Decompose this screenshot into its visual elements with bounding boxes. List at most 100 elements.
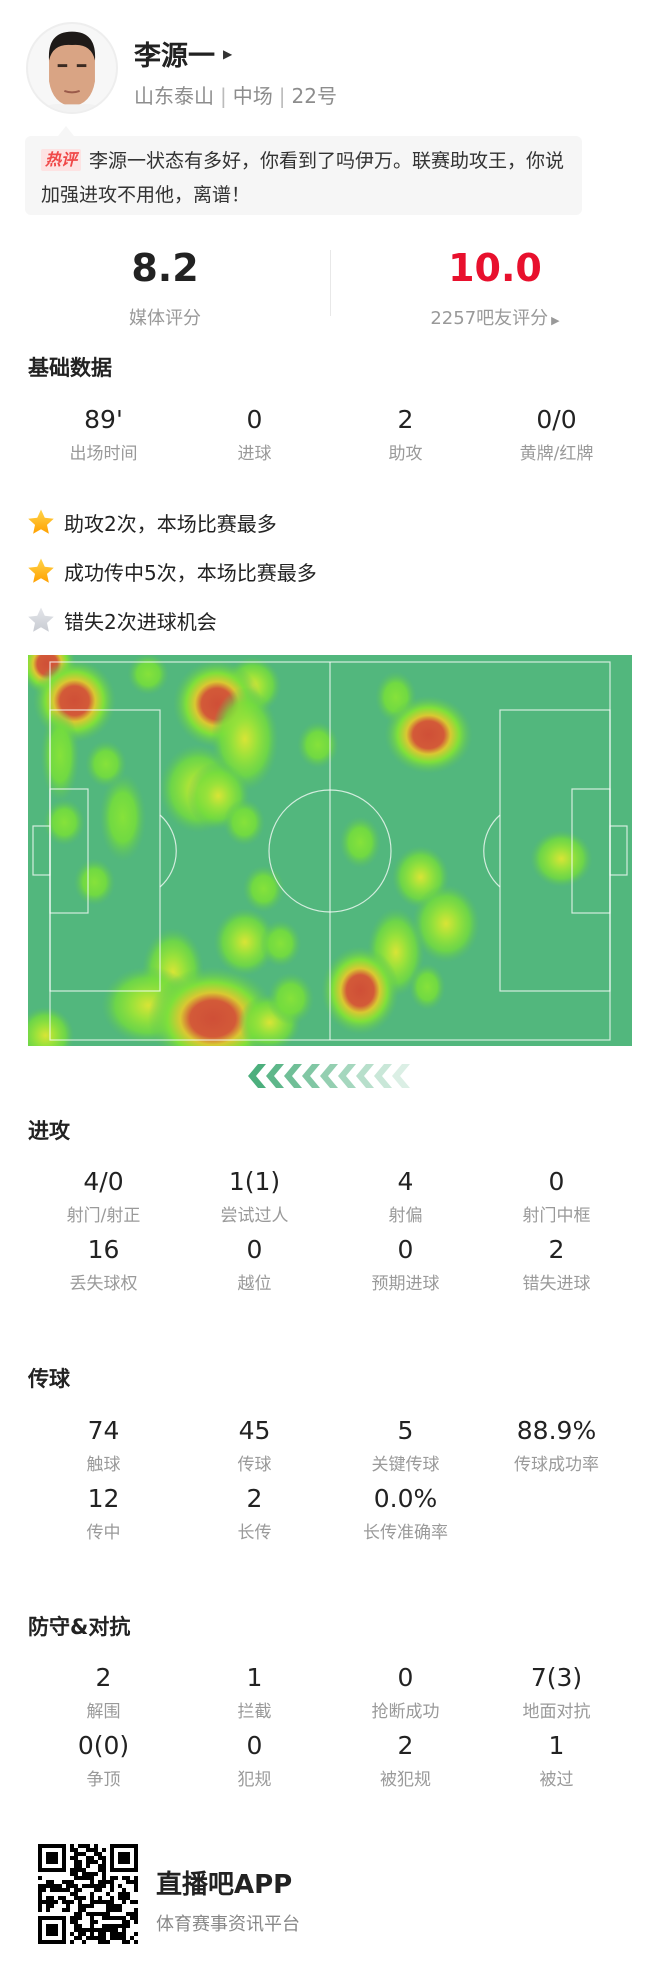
section-title-basic: 基础数据 — [28, 356, 112, 380]
heat-spot — [321, 946, 400, 1035]
grey-star-icon — [28, 607, 54, 632]
stat-cell: 0 抢断成功 — [330, 1663, 481, 1731]
qr-code-icon[interactable] — [38, 1844, 138, 1944]
player-info: 山东泰山 | 中场 | 22号 — [134, 84, 337, 108]
stat-cell: 1(1) 尝试过人 — [179, 1167, 330, 1235]
stat-label: 黄牌/红牌 — [519, 444, 594, 464]
chevron-left-icon — [302, 1064, 320, 1088]
stat-label: 预期进球 — [371, 1274, 440, 1294]
heat-spot — [43, 798, 86, 846]
stat-label: 尝试过人 — [220, 1206, 289, 1226]
chevron-left-icon — [356, 1064, 374, 1088]
fan-rating-label: 2257吧友评分 — [430, 308, 549, 329]
player-name: 李源一 — [134, 41, 215, 72]
heat-spot — [339, 816, 382, 869]
chevron-left-icon — [266, 1064, 284, 1088]
stat-label: 出场时间 — [69, 444, 138, 464]
stat-value: 1 — [246, 1663, 263, 1692]
hot-comment-text: 李源一状态有多好，你看到了吗伊万。联赛助攻王，你说加强进攻不用他，离谱！ — [41, 150, 565, 206]
gold-star-icon — [28, 509, 54, 534]
stat-label: 射偏 — [388, 1206, 423, 1226]
highlight-text: 助攻2次，本场比赛最多 — [64, 511, 277, 536]
stat-value: 1 — [548, 1731, 565, 1760]
heat-spot — [530, 830, 593, 888]
stat-cell: 4 射偏 — [330, 1167, 481, 1235]
stat-label: 射门中框 — [522, 1206, 591, 1226]
stat-value: 0 — [246, 1731, 263, 1760]
stat-label: 争顶 — [86, 1770, 121, 1790]
chevron-left-icon — [338, 1064, 356, 1088]
stat-cell: 1 被过 — [481, 1731, 632, 1799]
stat-label: 犯规 — [237, 1770, 272, 1790]
stat-value: 4/0 — [83, 1167, 124, 1196]
stat-cell: 12 传中 — [28, 1484, 179, 1552]
stat-value: 0 — [246, 1235, 263, 1264]
passing-stats-grid: 74 触球 45 传球 5 关键传球 88.9% 传球成功率 12 传中 2 长传 0.0% 长传准确率 — [28, 1416, 632, 1552]
stat-value: 2 — [246, 1484, 263, 1513]
left-goal — [32, 825, 51, 876]
heat-spot — [412, 884, 480, 963]
stat-cell: 0(0) 争顶 — [28, 1731, 179, 1799]
stat-label: 抢断成功 — [371, 1702, 440, 1722]
highlight-item: 成功传中5次，本场比赛最多 — [26, 556, 317, 586]
heat-spot — [73, 858, 116, 906]
heat-spot — [223, 798, 266, 846]
stat-cell: 1 拦截 — [179, 1663, 330, 1731]
stat-value: 0.0% — [373, 1484, 438, 1513]
heat-spot — [242, 865, 285, 913]
left-penalty-arc — [159, 814, 177, 888]
caret-right-icon: ▶ — [223, 46, 233, 61]
pitch-lines — [32, 661, 628, 1041]
highlight-text: 成功传中5次，本场比赛最多 — [64, 560, 317, 585]
stat-value: 0 — [548, 1167, 565, 1196]
stat-label: 关键传球 — [371, 1455, 440, 1475]
stat-value: 2 — [397, 1731, 414, 1760]
player-position: 中场 — [232, 84, 273, 108]
heat-spot — [127, 655, 169, 695]
player-name-link[interactable]: 李源一 ▶ — [134, 34, 232, 73]
app-name: 直播吧APP — [156, 1870, 293, 1900]
stat-label: 传球 — [237, 1455, 272, 1475]
fan-rating-value: 10.0 — [448, 246, 542, 290]
stat-value: 0 — [246, 405, 263, 434]
media-rating: 8.2 媒体评分 — [0, 246, 330, 330]
stat-value: 2 — [548, 1235, 565, 1264]
stat-cell: 0 犯规 — [179, 1731, 330, 1799]
player-avatar[interactable] — [26, 22, 118, 114]
stat-cell: 0 进球 — [179, 405, 330, 473]
stat-value: 74 — [87, 1416, 120, 1445]
stat-label: 丢失球权 — [69, 1274, 138, 1294]
heat-spot — [99, 773, 147, 862]
stat-label: 解围 — [86, 1702, 121, 1722]
stat-cell: 2 错失进球 — [481, 1235, 632, 1303]
stat-label: 射门/射正 — [66, 1206, 141, 1226]
player-team: 山东泰山 — [134, 84, 214, 108]
chevron-left-icon — [374, 1064, 392, 1088]
heat-spot — [259, 920, 302, 967]
stat-value: 16 — [87, 1235, 120, 1264]
heat-spot — [297, 721, 339, 769]
highlight-item: 助攻2次，本场比赛最多 — [26, 507, 277, 537]
stat-cell: 0 射门中框 — [481, 1167, 632, 1235]
stat-label: 地面对抗 — [522, 1702, 591, 1722]
stat-label: 错失进球 — [522, 1274, 591, 1294]
heat-spot — [267, 972, 315, 1025]
stat-cell: 0 越位 — [179, 1235, 330, 1303]
right-penalty-arc — [483, 814, 501, 888]
fan-rating[interactable]: 10.0 2257吧友评分 ▶ — [330, 246, 660, 330]
highlight-item: 错失2次进球机会 — [26, 605, 217, 635]
stat-label: 被过 — [539, 1770, 574, 1790]
stat-value: 0 — [397, 1663, 414, 1692]
section-title-attack: 进攻 — [28, 1119, 70, 1143]
stat-label: 越位 — [237, 1274, 272, 1294]
stat-label: 被犯规 — [380, 1770, 431, 1790]
basic-stats-grid: 89' 出场时间 0 进球 2 助攻 0/0 黄牌/红牌 — [28, 405, 632, 473]
stat-value: 5 — [397, 1416, 414, 1445]
section-title-defense: 防守&对抗 — [28, 1615, 131, 1639]
hot-comment[interactable]: 热评 李源一状态有多好，你看到了吗伊万。联赛助攻王，你说加强进攻不用他，离谱！ — [25, 136, 582, 215]
stat-cell: 4/0 射门/射正 — [28, 1167, 179, 1235]
player-photo-icon — [37, 31, 107, 112]
attack-direction-indicator — [248, 1064, 410, 1088]
stat-value: 0(0) — [77, 1731, 130, 1760]
stat-value: 89' — [84, 405, 123, 434]
